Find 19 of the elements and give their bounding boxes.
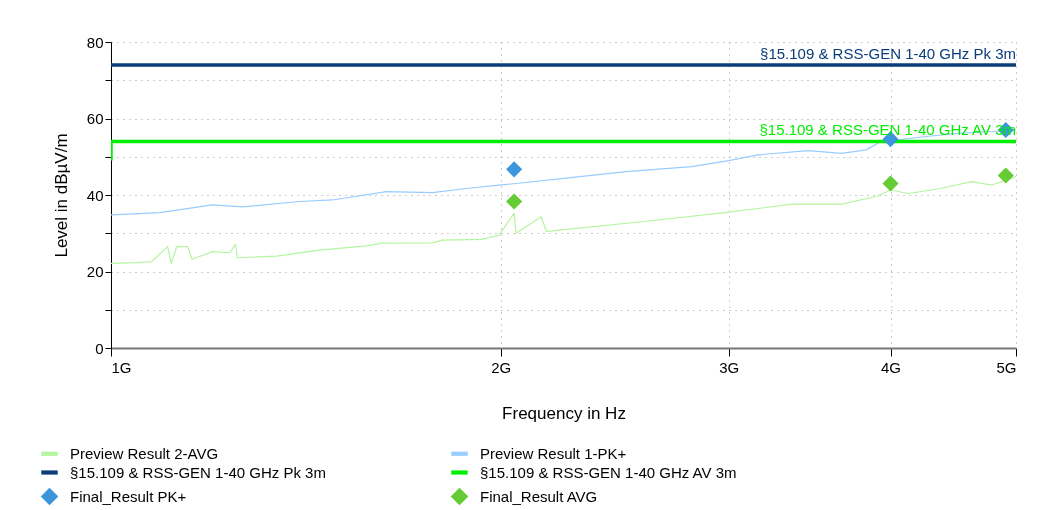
x-tick-label: 2G <box>491 358 512 376</box>
y-tick-label: 20 <box>86 263 104 280</box>
y-tick-label: 40 <box>86 186 104 204</box>
y-axis-title: Level in dBµV/m <box>51 133 71 258</box>
x-tick-label: 1G <box>111 358 132 376</box>
x-tick-label: 3G <box>719 358 740 376</box>
annotation: §15.109 & RSS-GEN 1-40 GHz Pk 3m <box>760 44 1016 62</box>
x-axis-title: Frequency in Hz <box>502 403 626 423</box>
y-tick-label: 0 <box>95 339 104 357</box>
legend-label: Final_Result AVG <box>480 487 598 505</box>
x-tick-label: 4G <box>881 358 902 376</box>
legend-label: Preview Result 1-PK+ <box>480 444 627 462</box>
legend-label: §15.109 & RSS-GEN 1-40 GHz Pk 3m <box>70 463 326 481</box>
x-tick-label: 5G <box>996 358 1017 376</box>
legend-label: Preview Result 2-AVG <box>70 444 219 462</box>
legend-label: §15.109 & RSS-GEN 1-40 GHz AV 3m <box>480 463 737 481</box>
legend-label: Final_Result PK+ <box>70 487 187 505</box>
y-tick-label: 80 <box>86 33 104 51</box>
y-tick-label: 60 <box>86 110 104 127</box>
